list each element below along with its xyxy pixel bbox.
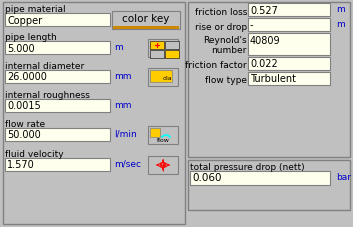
Bar bbox=[248, 19, 330, 32]
Text: flow: flow bbox=[157, 137, 169, 142]
Text: pipe material: pipe material bbox=[5, 5, 66, 14]
Text: m: m bbox=[336, 20, 345, 29]
Bar bbox=[150, 71, 172, 83]
Text: 40809: 40809 bbox=[250, 35, 281, 45]
Text: number: number bbox=[212, 46, 247, 55]
Text: mm: mm bbox=[114, 101, 132, 109]
Text: l/min: l/min bbox=[114, 129, 137, 138]
Text: Turbulent: Turbulent bbox=[250, 74, 296, 84]
Bar bbox=[148, 69, 178, 87]
Text: 5.000: 5.000 bbox=[7, 43, 35, 53]
Text: color key: color key bbox=[122, 14, 170, 24]
Text: 1.570: 1.570 bbox=[7, 160, 35, 170]
Text: Copper: Copper bbox=[7, 15, 42, 25]
Bar bbox=[5, 42, 110, 55]
Text: total pressure drop (nett): total pressure drop (nett) bbox=[190, 162, 305, 171]
Text: rise or drop: rise or drop bbox=[195, 23, 247, 32]
Text: m/sec: m/sec bbox=[114, 159, 141, 168]
Bar bbox=[165, 51, 179, 59]
Text: mm: mm bbox=[114, 72, 132, 81]
Text: Reynold's: Reynold's bbox=[203, 36, 247, 45]
Text: m: m bbox=[336, 5, 345, 14]
Bar bbox=[248, 58, 330, 71]
Text: pipe length: pipe length bbox=[5, 33, 57, 42]
Text: dia: dia bbox=[162, 76, 172, 81]
Text: flow type: flow type bbox=[205, 76, 247, 85]
Bar bbox=[248, 4, 330, 17]
Bar bbox=[150, 42, 164, 50]
Bar bbox=[148, 126, 178, 144]
Bar bbox=[150, 128, 160, 137]
Bar bbox=[5, 128, 110, 141]
Text: m: m bbox=[114, 43, 123, 52]
Text: 50.000: 50.000 bbox=[7, 130, 41, 140]
Bar bbox=[190, 171, 330, 185]
Text: 26.0000: 26.0000 bbox=[7, 72, 47, 82]
Bar bbox=[5, 158, 110, 171]
Bar bbox=[148, 40, 178, 58]
Bar bbox=[188, 160, 350, 210]
Bar bbox=[113, 27, 179, 30]
Bar bbox=[148, 156, 178, 174]
Bar bbox=[150, 51, 164, 59]
Text: bar: bar bbox=[336, 172, 351, 181]
Bar bbox=[5, 71, 110, 84]
Text: internal diameter: internal diameter bbox=[5, 62, 84, 71]
Bar bbox=[5, 100, 110, 113]
Text: 0.527: 0.527 bbox=[250, 5, 278, 15]
Bar bbox=[248, 34, 330, 56]
Text: internal roughness: internal roughness bbox=[5, 91, 90, 100]
Text: flow rate: flow rate bbox=[5, 119, 45, 128]
Text: fluid velocity: fluid velocity bbox=[5, 149, 64, 158]
Text: 0.060: 0.060 bbox=[192, 173, 221, 183]
Bar bbox=[188, 3, 350, 157]
Text: friction factor: friction factor bbox=[185, 61, 247, 70]
Bar bbox=[5, 14, 110, 27]
Bar bbox=[3, 3, 185, 224]
Text: 0.0015: 0.0015 bbox=[7, 101, 41, 111]
Bar bbox=[165, 42, 179, 50]
Text: friction loss: friction loss bbox=[195, 8, 247, 17]
Bar bbox=[112, 12, 180, 30]
Text: -: - bbox=[250, 20, 253, 30]
Bar bbox=[248, 73, 330, 86]
Text: 0.022: 0.022 bbox=[250, 59, 278, 69]
